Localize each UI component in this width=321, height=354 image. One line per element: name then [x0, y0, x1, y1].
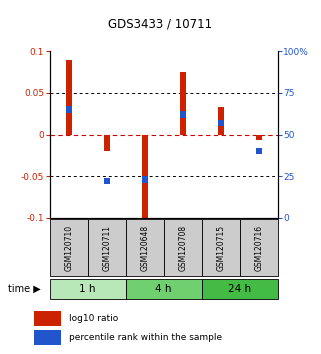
Text: GSM120648: GSM120648 — [140, 225, 149, 271]
Bar — [142, 176, 148, 183]
Text: log10 ratio: log10 ratio — [69, 314, 118, 322]
Text: percentile rank within the sample: percentile rank within the sample — [69, 333, 222, 342]
Bar — [218, 120, 223, 126]
Bar — [50, 279, 126, 299]
Bar — [240, 219, 278, 276]
Bar — [164, 219, 202, 276]
Text: GSM120711: GSM120711 — [102, 225, 111, 271]
Text: GDS3433 / 10711: GDS3433 / 10711 — [108, 17, 213, 30]
Text: 24 h: 24 h — [228, 284, 251, 294]
Text: GSM120716: GSM120716 — [254, 225, 263, 271]
Bar — [180, 72, 186, 135]
Text: GSM120708: GSM120708 — [178, 225, 187, 271]
Text: time ▶: time ▶ — [8, 284, 41, 294]
Bar — [256, 148, 262, 154]
Bar — [126, 219, 164, 276]
Bar — [88, 219, 126, 276]
Bar — [126, 279, 202, 299]
Text: 4 h: 4 h — [155, 284, 172, 294]
Bar — [34, 330, 61, 345]
Bar — [34, 311, 61, 326]
Bar — [142, 135, 148, 218]
Bar — [256, 135, 262, 140]
Bar — [66, 106, 72, 113]
Bar — [202, 279, 278, 299]
Bar — [218, 107, 223, 135]
Text: 1 h: 1 h — [80, 284, 96, 294]
Bar — [50, 219, 88, 276]
Bar — [202, 219, 240, 276]
Bar — [104, 135, 109, 151]
Bar — [66, 59, 72, 135]
Bar — [104, 178, 109, 184]
Bar — [180, 111, 186, 118]
Text: GSM120710: GSM120710 — [64, 225, 73, 271]
Text: GSM120715: GSM120715 — [216, 225, 225, 271]
